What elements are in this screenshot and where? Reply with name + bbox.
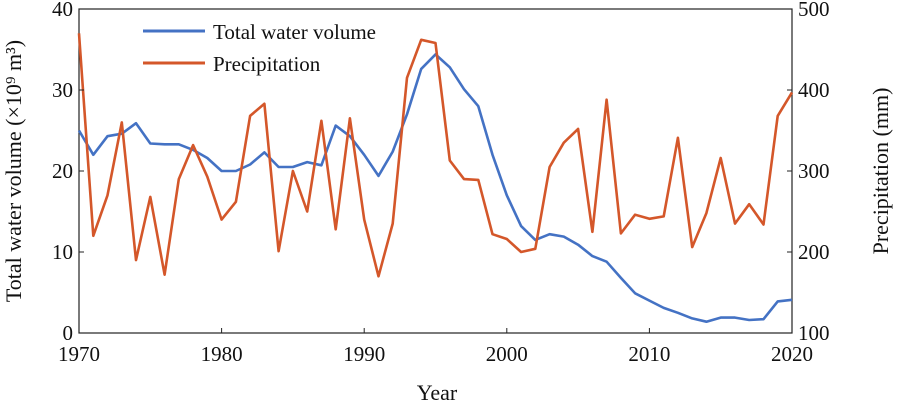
plot-frame: [78, 8, 793, 334]
x-tick-label: 2010: [628, 342, 670, 366]
series-layer: [77, 33, 794, 323]
y-right-tick-label: 400: [798, 78, 830, 102]
y-axis-title-right: Precipitation (mm): [868, 88, 893, 255]
x-tick-label: 2000: [486, 342, 528, 366]
y-left-tick-label: 20: [52, 159, 73, 183]
y-left-tick-label: 30: [52, 78, 73, 102]
legend-label-precipitation: Precipitation: [213, 52, 321, 76]
series-line-1: [77, 33, 794, 278]
y-right-tick-label: 500: [798, 0, 830, 21]
y-left-tick-label: 10: [52, 240, 73, 264]
y-left-tick-label: 40: [52, 0, 73, 21]
y-right-tick-label: 300: [798, 159, 830, 183]
y-axis-title-left: Total water volume (×10⁹ m³): [1, 40, 26, 302]
legend: Total water volume Precipitation: [143, 20, 376, 76]
x-tick-label: 1980: [201, 342, 243, 366]
ticks-layer: 1970 1980 1990 2000 2010 2020 0 10 20 30 40 100 200 3…: [52, 0, 830, 366]
legend-label-total-water-volume: Total water volume: [213, 20, 376, 44]
plot-area-border: [78, 8, 793, 334]
x-tick-label: 1970: [58, 342, 100, 366]
x-tick-label: 2020: [771, 342, 813, 366]
y-right-tick-label: 100: [798, 321, 830, 345]
y-right-tick-label: 200: [798, 240, 830, 264]
x-axis-title: Year: [417, 380, 458, 403]
y-left-tick-label: 0: [63, 321, 74, 345]
x-tick-label: 1990: [343, 342, 385, 366]
